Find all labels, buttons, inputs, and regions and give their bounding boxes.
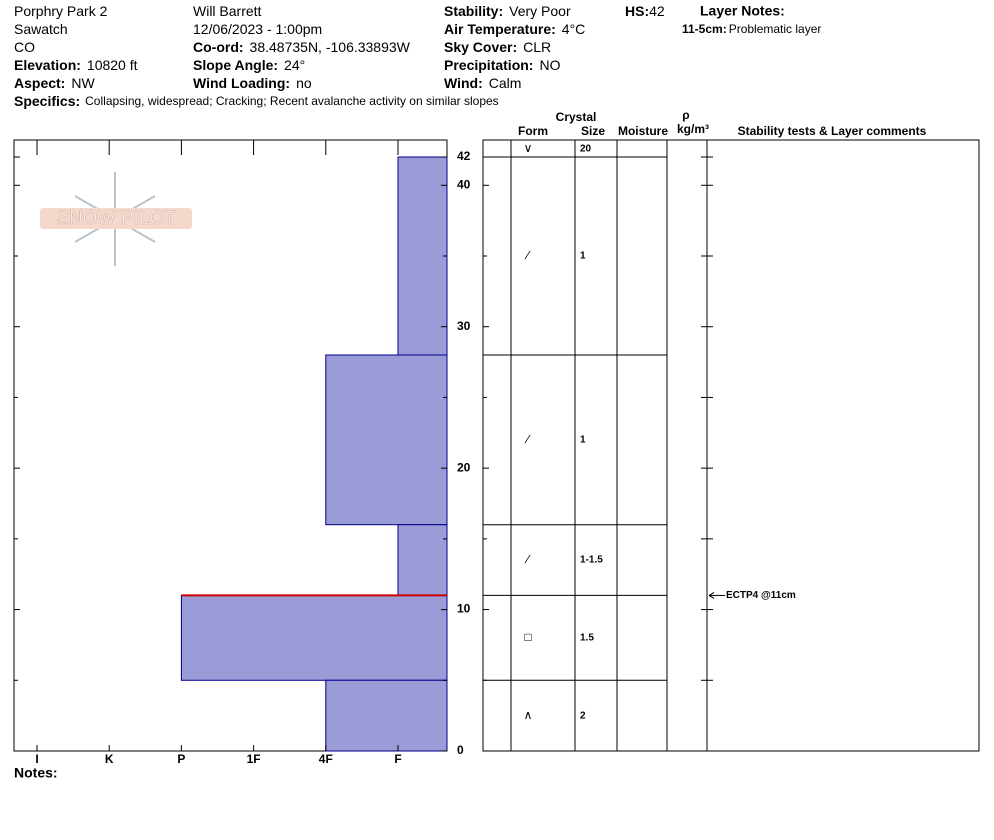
- hardness-bar: [325, 354, 448, 526]
- field-label: Co-ord:: [193, 39, 244, 55]
- header-field: Sawatch: [14, 21, 68, 37]
- field-label: Air Temperature:: [444, 21, 556, 37]
- header-field: Wind Loading: no: [193, 75, 312, 91]
- field-label: Elevation:: [14, 57, 81, 73]
- field-label: Precipitation:: [444, 57, 533, 73]
- layer-note-text: Problematic layer: [729, 22, 822, 36]
- header-field: Slope Angle: 24°: [193, 57, 305, 73]
- header-field: Precipitation: NO: [444, 57, 561, 73]
- header-field: CO: [14, 39, 35, 55]
- header-field: Air Temperature: 4°C: [444, 21, 585, 37]
- field-value: NO: [539, 57, 560, 73]
- header-size: Size: [581, 124, 605, 138]
- y-tick-label: 10: [457, 602, 471, 616]
- crystal-size: 1: [580, 434, 586, 445]
- x-tick-label: I: [35, 752, 38, 766]
- header-field: Porphry Park 2: [14, 3, 108, 19]
- x-tick-label: 1F: [247, 752, 261, 766]
- field-label: Aspect:: [14, 75, 65, 91]
- specifics-value: Collapsing, widespread; Cracking; Recent…: [85, 94, 499, 108]
- surface-form: ∨: [524, 141, 533, 155]
- x-tick-label: P: [177, 752, 185, 766]
- crystal-form: ∕: [524, 432, 531, 446]
- y-tick-label: 20: [457, 460, 471, 474]
- field-value: Porphry Park 2: [14, 3, 108, 19]
- table-frame: [482, 139, 980, 752]
- hardness-bar: [325, 679, 448, 752]
- crystal-form: ∕: [524, 552, 531, 566]
- field-value: Very Poor: [509, 3, 571, 19]
- x-tick-label: F: [394, 752, 401, 766]
- y-tick-label: 42: [457, 149, 471, 163]
- x-tick-label: K: [105, 752, 114, 766]
- field-label: Slope Angle:: [193, 57, 278, 73]
- y-tick-label: 30: [457, 319, 471, 333]
- field-value: 38.48735N, -106.33893W: [250, 39, 411, 55]
- specifics-label: Specifics:: [14, 93, 80, 109]
- test-label: ECTP4 @11cm: [726, 590, 796, 601]
- hs-value: 42: [649, 3, 665, 19]
- logo: [40, 172, 192, 266]
- layer-note-range: 11-5cm:: [682, 22, 727, 36]
- header-crystal: Crystal: [556, 110, 597, 124]
- header-field: Stability: Very Poor: [444, 3, 571, 19]
- logo-text: SNOW PILOT: [56, 208, 176, 229]
- header-field: Will Barrett: [193, 3, 262, 19]
- field-label: Wind Loading:: [193, 75, 290, 91]
- field-value: 24°: [284, 57, 305, 73]
- crystal-size: 1.5: [580, 632, 594, 643]
- header-field: Co-ord: 38.48735N, -106.33893W: [193, 39, 411, 55]
- field-value: CO: [14, 39, 35, 55]
- y-tick-label: 40: [457, 177, 471, 191]
- header-field: 12/06/2023 - 1:00pm: [193, 21, 322, 37]
- layer-note: 11-5cm: Problematic layer: [682, 22, 821, 36]
- header-comments: Stability tests & Layer comments: [738, 124, 927, 138]
- crystal-size: 1-1.5: [580, 555, 603, 566]
- field-value: 12/06/2023 - 1:00pm: [193, 21, 322, 37]
- header-field: Aspect: NW: [14, 75, 95, 91]
- field-label: Stability:: [444, 3, 503, 19]
- x-tick-label: 4F: [319, 752, 333, 766]
- field-value: 4°C: [562, 21, 586, 37]
- field-value: Will Barrett: [193, 3, 262, 19]
- header-field: Wind: Calm: [444, 75, 521, 91]
- crystal-size: 2: [580, 710, 586, 721]
- field-value: Calm: [489, 75, 522, 91]
- header-density: kg/m³: [677, 122, 709, 136]
- specifics: Specifics: Collapsing, widespread; Cracki…: [14, 93, 499, 109]
- hs-label: HS:: [625, 3, 649, 19]
- field-value: no: [296, 75, 312, 91]
- field-value: 10820 ft: [87, 57, 138, 73]
- field-label: Sky Cover:: [444, 39, 517, 55]
- hardness-bar: [397, 156, 448, 356]
- test-arrowhead: [708, 592, 715, 599]
- surface-size: 20: [580, 144, 592, 155]
- hs: HS:42: [625, 3, 665, 19]
- header-form: Form: [518, 124, 548, 138]
- notes-label: Notes:: [14, 765, 58, 781]
- crystal-form: ∕: [524, 248, 531, 262]
- hardness-bar: [180, 594, 448, 681]
- y-tick-label: 0: [457, 743, 464, 757]
- field-value: CLR: [523, 39, 551, 55]
- header-moisture: Moisture: [618, 124, 668, 138]
- field-value: NW: [71, 75, 95, 91]
- field-label: Wind:: [444, 75, 483, 91]
- layer-notes-title: Layer Notes:: [700, 3, 785, 19]
- header-field: Sky Cover: CLR: [444, 39, 551, 55]
- header-rho: ρ: [682, 108, 689, 122]
- field-value: Sawatch: [14, 21, 68, 37]
- crystal-size: 1: [580, 251, 586, 262]
- crystal-form: □: [524, 630, 531, 644]
- header-field: Elevation: 10820 ft: [14, 57, 138, 73]
- hardness-bar: [397, 524, 448, 596]
- crystal-form: ∧: [524, 708, 533, 722]
